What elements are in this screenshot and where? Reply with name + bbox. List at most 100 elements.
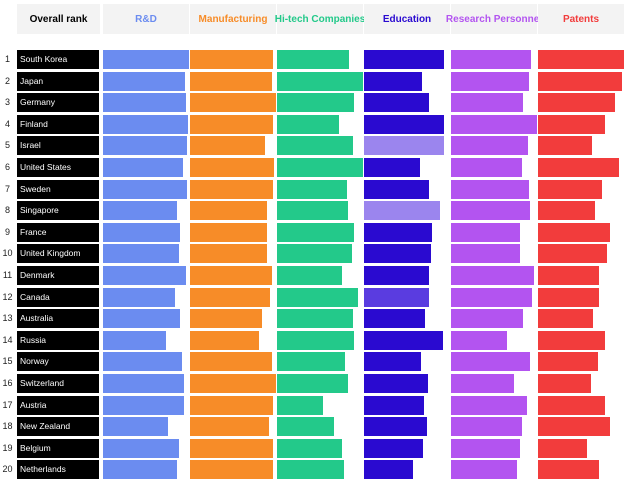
- bar-manufacturing: [190, 417, 269, 437]
- bar-manufacturing: [190, 158, 274, 177]
- bar-rd: [103, 244, 179, 264]
- country-label: Finland: [17, 114, 99, 134]
- bar-education: [364, 309, 425, 329]
- bar-rd: [103, 374, 184, 393]
- country-label: Canada: [17, 287, 99, 307]
- bar-patents: [538, 136, 592, 156]
- bar-patents: [538, 201, 595, 221]
- rank-label: 1: [4, 54, 10, 64]
- header-hitech: Hi-tech Companies: [275, 4, 365, 34]
- bar-rd: [103, 460, 177, 480]
- bar-manufacturing: [190, 244, 267, 264]
- rank-label: 20: [2, 464, 13, 475]
- bar-manufacturing: [190, 93, 276, 113]
- bar-hitech: [277, 244, 352, 264]
- bar-hitech: [277, 222, 354, 242]
- bar-manufacturing: [190, 179, 273, 199]
- bar-manufacturing: [190, 330, 259, 350]
- bar-rd: [103, 287, 175, 307]
- header-manufacturing: Manufacturing: [190, 4, 276, 34]
- bar-education: [364, 222, 432, 242]
- bar-education: [364, 179, 429, 199]
- bar-rd: [103, 179, 187, 199]
- bar-hitech: [277, 309, 353, 329]
- bar-rd: [103, 395, 184, 415]
- bar-patents: [538, 114, 605, 134]
- rank-label: 3: [4, 97, 10, 108]
- rank-label: 4: [4, 118, 10, 129]
- bar-rd: [103, 158, 183, 177]
- bar-manufacturing: [190, 287, 270, 307]
- bar-education: [364, 114, 444, 134]
- bar-patents: [538, 309, 593, 329]
- bar-patents: [538, 460, 599, 480]
- header-education: Education: [364, 4, 450, 34]
- bar-patents: [538, 244, 607, 264]
- bar-patents: [538, 374, 591, 393]
- bar-research: [451, 374, 514, 393]
- bar-research: [451, 352, 530, 372]
- bar-patents: [538, 266, 599, 285]
- bar-research: [451, 244, 520, 264]
- bar-research: [451, 50, 531, 69]
- bar-research: [451, 417, 522, 437]
- bar-research: [451, 287, 532, 307]
- bar-research: [451, 460, 517, 480]
- country-label: New Zealand: [17, 417, 99, 437]
- bar-research: [451, 158, 522, 177]
- bar-patents: [538, 158, 619, 177]
- rank-label: 2: [4, 75, 10, 86]
- rank-label: 10: [2, 248, 13, 259]
- rank-label: 18: [2, 421, 13, 432]
- rank-label: 19: [2, 442, 13, 453]
- rank-label: 5: [4, 140, 10, 151]
- bar-education: [364, 201, 440, 221]
- bar-research: [451, 222, 520, 242]
- country-label: Denmark: [17, 266, 99, 285]
- country-label: Netherlands: [17, 460, 99, 480]
- bar-hitech: [277, 158, 363, 177]
- bar-patents: [538, 222, 610, 242]
- bar-research: [451, 93, 523, 113]
- bar-manufacturing: [190, 352, 272, 372]
- header-overall-rank: Overall rank: [17, 4, 100, 34]
- bar-patents: [538, 71, 622, 91]
- bar-patents: [538, 50, 624, 69]
- bar-rd: [103, 93, 186, 113]
- rank-label: 8: [4, 205, 10, 216]
- bar-hitech: [277, 438, 342, 458]
- bar-hitech: [277, 352, 345, 372]
- country-label: Belgium: [17, 438, 99, 458]
- bar-education: [364, 71, 422, 91]
- header-rd: R&D: [103, 4, 189, 34]
- bar-hitech: [277, 136, 353, 156]
- bar-research: [451, 201, 530, 221]
- bar-rd: [103, 136, 187, 156]
- bar-manufacturing: [190, 374, 276, 393]
- country-label: Austria: [17, 395, 99, 415]
- bar-rd: [103, 352, 182, 372]
- bar-research: [451, 136, 528, 156]
- bar-hitech: [277, 201, 348, 221]
- bar-hitech: [277, 417, 334, 437]
- bar-manufacturing: [190, 266, 272, 285]
- bar-patents: [538, 395, 605, 415]
- bar-education: [364, 395, 424, 415]
- bar-manufacturing: [190, 460, 273, 480]
- bar-manufacturing: [190, 438, 273, 458]
- bar-hitech: [277, 50, 349, 69]
- bar-rd: [103, 71, 185, 91]
- bar-research: [451, 438, 520, 458]
- bar-education: [364, 330, 443, 350]
- rank-label: 13: [2, 313, 13, 324]
- bar-hitech: [277, 266, 342, 285]
- bar-manufacturing: [190, 309, 262, 329]
- bar-rd: [103, 266, 186, 285]
- bar-hitech: [277, 114, 339, 134]
- rank-label: 17: [2, 399, 13, 410]
- bar-research: [451, 309, 523, 329]
- bar-hitech: [277, 374, 348, 393]
- bar-research: [451, 395, 527, 415]
- bar-rd: [103, 417, 168, 437]
- bar-patents: [538, 330, 605, 350]
